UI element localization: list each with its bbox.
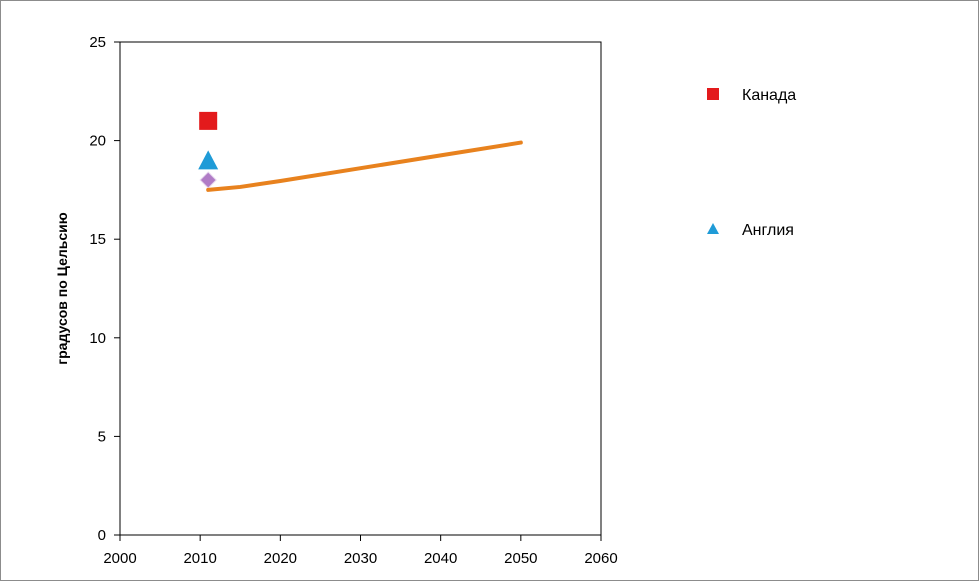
y-tick-label: 25 [89, 34, 106, 51]
legend-label: Канада [742, 87, 796, 104]
x-tick-label: 2030 [344, 550, 377, 567]
y-axis-title: градусов по Цельсию [54, 212, 70, 364]
plot-area-border [119, 41, 602, 536]
y-tick-label: 0 [98, 527, 106, 544]
y-tick-label: 10 [89, 330, 106, 347]
y-tick-label: 5 [98, 428, 106, 445]
data-point-square [199, 111, 218, 130]
series-line [206, 140, 523, 192]
legend-label: Англия [742, 222, 794, 239]
x-tick-label: 2010 [183, 550, 216, 567]
x-tick-label: 2060 [584, 550, 617, 567]
data-point-triangle [198, 150, 219, 170]
x-tick-label: 2040 [424, 550, 457, 567]
y-tick-label: 20 [89, 133, 106, 150]
y-tick-label: 15 [89, 231, 106, 248]
x-tick-label: 2020 [264, 550, 297, 567]
legend-marker-triangle [707, 223, 719, 234]
x-tick-label: 2000 [103, 550, 136, 567]
x-tick-label: 2050 [504, 550, 537, 567]
legend-marker-square [707, 88, 719, 100]
data-point-diamond [199, 171, 217, 189]
